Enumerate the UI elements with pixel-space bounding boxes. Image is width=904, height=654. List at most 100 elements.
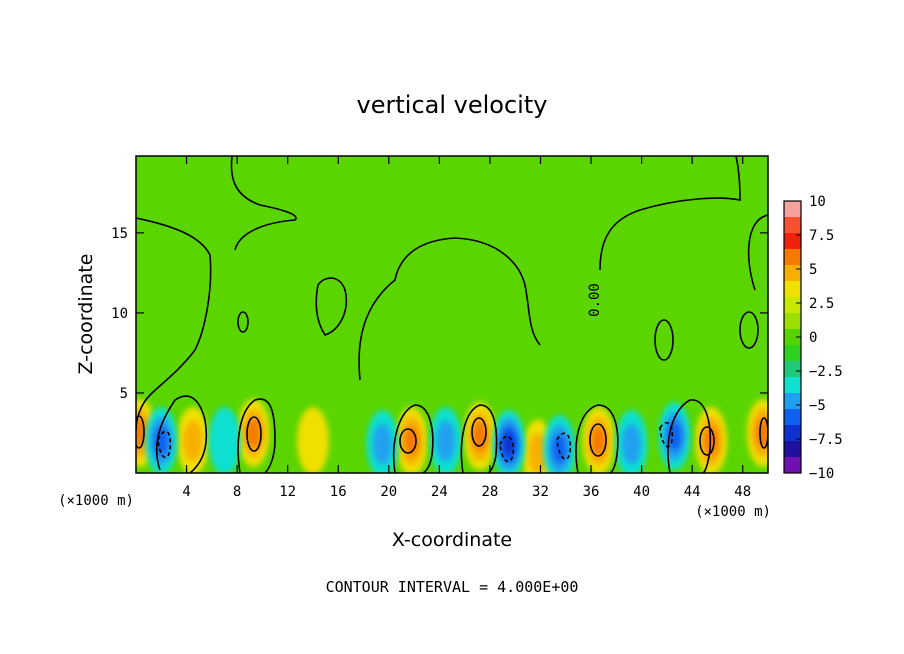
updraft-core-layer (246, 418, 261, 448)
colorbar-tick-label: 10 (809, 194, 826, 210)
colorbar-tick-label: 0 (809, 330, 817, 346)
contour-labels: 0.00 (587, 283, 603, 317)
y-axis-label: Z-coordinate (75, 254, 97, 375)
contour-dashed-4 (659, 421, 674, 448)
contour-dashed-3 (556, 432, 572, 460)
contour-low-6 (667, 399, 712, 473)
contour-upper-left (136, 217, 212, 431)
downdraft-core-layer (621, 423, 642, 465)
updraft-core-layer (183, 420, 203, 462)
contour-low-5 (575, 404, 619, 473)
colorbar-swatch (784, 345, 801, 362)
contour-core-4 (471, 417, 487, 447)
updraft-core-9 (746, 398, 768, 467)
downdraft-core-1 (208, 406, 241, 473)
x-tick-label: 16 (330, 484, 347, 500)
colorbar-swatch (784, 297, 801, 314)
colorbar-swatch (784, 409, 801, 426)
downdraft-core-layer (154, 426, 169, 456)
downdraft-core-4 (492, 410, 525, 473)
contour-dashed-2 (499, 435, 515, 463)
x-tick-label: 28 (481, 484, 498, 500)
colorbar-swatch (784, 249, 801, 266)
contour-small-1 (237, 311, 249, 333)
x-tick-label: 4 (182, 484, 190, 500)
x-tick-label: 36 (583, 484, 600, 500)
colorbar-swatch (784, 281, 801, 298)
downdraft-core-6 (615, 410, 648, 473)
updraft-core-3 (296, 406, 329, 473)
contour-small-2 (654, 319, 674, 361)
x-axis-label: X-coordinate (392, 529, 512, 551)
contour-arch (358, 237, 541, 381)
contour-small-3 (739, 311, 759, 349)
updraft-core-layer (756, 418, 768, 448)
x-axis-ticks: 4 8 12 16 20 24 28 32 36 40 44 48 (182, 156, 751, 500)
downdraft-core-layer (552, 434, 567, 464)
colorbar-tick-label: −7.5 (809, 432, 843, 448)
colorbar-swatch (784, 377, 801, 394)
colorbar-swatch (784, 265, 801, 282)
contour-right (747, 214, 768, 291)
velocity-cores (136, 398, 768, 473)
updraft-core-7 (582, 406, 615, 473)
contour-low-2 (237, 398, 276, 473)
downdraft-core-7 (658, 402, 691, 471)
zero-contours (136, 156, 768, 473)
downdraft-core-layer (372, 423, 393, 465)
contour-interval-note: CONTOUR INTERVAL = 4.000E+00 (326, 578, 579, 596)
x-tick-label: 12 (279, 484, 296, 500)
contour-dashed-1 (157, 430, 172, 459)
colorbar-swatch (784, 361, 801, 378)
contour-core-6 (699, 426, 715, 456)
colorbar-tick-label: −10 (809, 466, 834, 482)
colorbar-swatch (784, 313, 801, 330)
contour-low-4 (460, 404, 498, 473)
contour-core-1 (136, 415, 145, 449)
colorbar-swatch (784, 425, 801, 442)
x-tick-label: 40 (633, 484, 650, 500)
plot-frame (135, 155, 769, 474)
contour-label-1: 0.00 (587, 283, 603, 317)
contour-mid (315, 277, 347, 336)
downdraft-core-0 (145, 406, 178, 473)
contour-right-arch (599, 156, 741, 271)
downdraft-core-layer (208, 406, 241, 473)
contour-low-3 (392, 404, 434, 473)
colorbar-tick-label: 2.5 (809, 296, 834, 312)
contour-top-left (230, 156, 297, 251)
y-tick-label: 15 (111, 226, 128, 242)
colorbar-tick-label: 7.5 (809, 228, 834, 244)
contour-low-1 (155, 395, 208, 473)
x-units-right: (×1000 m) (695, 504, 771, 520)
contour-core-5 (589, 423, 607, 457)
y-axis-ticks: 5 10 15 (111, 226, 768, 402)
colorbar-swatch (784, 217, 801, 234)
contour-core-3 (399, 428, 417, 454)
updraft-core-layer (296, 406, 329, 473)
colorbar-swatch (784, 233, 801, 250)
downdraft-core-2 (366, 410, 399, 473)
x-tick-label: 44 (684, 484, 701, 500)
colorbar-tick-label: −2.5 (809, 364, 843, 380)
colorbar-swatch (784, 393, 801, 410)
updraft-core-layer (591, 426, 606, 456)
x-units-left: (×1000 m) (58, 493, 134, 509)
y-tick-label: 10 (111, 306, 128, 322)
colorbar-swatch (784, 329, 801, 346)
colorbar-labels: 10 7.5 5 2.5 0 −2.5 −5 −7.5 −10 (796, 194, 843, 482)
x-tick-label: 8 (233, 484, 241, 500)
updraft-core-layer (528, 433, 548, 473)
colorbar-tick-label: 5 (809, 262, 817, 278)
downdraft-core-layer (436, 420, 456, 462)
updraft-core-2 (237, 398, 270, 467)
x-tick-label: 24 (431, 484, 448, 500)
colorbar-tick-label: −5 (809, 398, 826, 414)
contour-core-7 (759, 417, 768, 449)
downdraft-core-3 (429, 406, 462, 473)
x-tick-label: 48 (734, 484, 751, 500)
colorbar-swatch (784, 201, 801, 218)
contour-core-2 (246, 416, 262, 452)
x-tick-label: 20 (380, 484, 397, 500)
